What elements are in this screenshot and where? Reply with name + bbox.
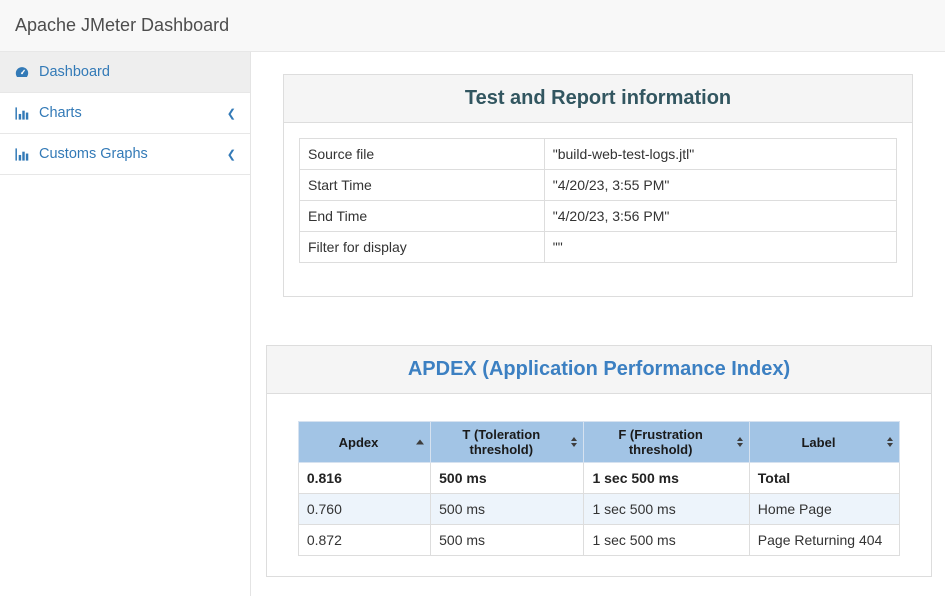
column-header-toleration[interactable]: T (Toleration threshold)	[430, 421, 585, 463]
panel-heading: APDEX (Application Performance Index)	[267, 346, 931, 394]
toleration-value: 500 ms	[430, 462, 585, 494]
apdex-value: 0.872	[297, 524, 432, 556]
sort-ascending-icon	[416, 439, 425, 445]
sort-icon	[887, 437, 894, 447]
frustration-value: 1 sec 500 ms	[583, 524, 750, 556]
info-label: Filter for display	[299, 231, 545, 263]
label-value: Total	[748, 462, 901, 494]
frustration-value: 1 sec 500 ms	[583, 493, 750, 525]
bar-chart-icon	[14, 105, 31, 121]
main-content: Test and Report information Source file …	[251, 52, 945, 596]
panel-body: Source file "build-web-test-logs.jtl" St…	[284, 123, 912, 296]
sidebar-item-label: Dashboard	[39, 64, 110, 80]
info-value: "4/20/23, 3:56 PM"	[543, 200, 898, 232]
sidebar-item-label: Charts	[39, 105, 82, 121]
panel-body: Apdex T (Toleration threshold) F (Frustr…	[267, 394, 931, 576]
column-header-label[interactable]: Label	[748, 421, 901, 463]
info-label: Start Time	[299, 169, 545, 201]
chevron-left-icon: ❮	[226, 148, 236, 161]
info-label: Source file	[299, 138, 545, 170]
sidebar-item-label: Customs Graphs	[39, 146, 148, 162]
chevron-left-icon: ❮	[226, 107, 236, 120]
bar-chart-icon	[14, 146, 31, 162]
sidebar: Dashboard Charts ❮	[0, 52, 251, 596]
sidebar-item-dashboard[interactable]: Dashboard	[0, 52, 250, 93]
panel-heading: Test and Report information	[284, 75, 912, 123]
apdex-panel: APDEX (Application Performance Index) Ap…	[266, 345, 932, 577]
apdex-panel-title: APDEX (Application Performance Index)	[407, 358, 791, 380]
test-report-info-panel: Test and Report information Source file …	[283, 74, 913, 297]
info-panel-title: Test and Report information	[464, 87, 732, 109]
app-title: Apache JMeter Dashboard	[15, 15, 230, 35]
table-row: 0.816 500 ms 1 sec 500 ms Total	[297, 462, 901, 494]
toleration-value: 500 ms	[430, 524, 585, 556]
sidebar-item-charts[interactable]: Charts ❮	[0, 93, 250, 134]
table-row: Filter for display ""	[299, 231, 898, 263]
table-row: 0.872 500 ms 1 sec 500 ms Page Returning…	[297, 524, 901, 556]
table-row: 0.760 500 ms 1 sec 500 ms Home Page	[297, 493, 901, 525]
sort-icon	[736, 437, 743, 447]
info-value: ""	[543, 231, 898, 263]
info-value: "build-web-test-logs.jtl"	[543, 138, 898, 170]
table-row: Start Time "4/20/23, 3:55 PM"	[299, 169, 898, 201]
gauge-icon	[14, 64, 31, 80]
table-row: End Time "4/20/23, 3:56 PM"	[299, 200, 898, 232]
info-label: End Time	[299, 200, 545, 232]
column-header-frustration[interactable]: F (Frustration threshold)	[583, 421, 750, 463]
info-value: "4/20/23, 3:55 PM"	[543, 169, 898, 201]
table-row: Source file "build-web-test-logs.jtl"	[299, 138, 898, 170]
apdex-value: 0.816	[297, 462, 432, 494]
toleration-value: 500 ms	[430, 493, 585, 525]
top-navbar: Apache JMeter Dashboard	[0, 0, 945, 52]
sidebar-item-customs-graphs[interactable]: Customs Graphs ❮	[0, 134, 250, 175]
apdex-value: 0.760	[297, 493, 432, 525]
test-info-table: Source file "build-web-test-logs.jtl" St…	[299, 138, 898, 263]
column-header-apdex[interactable]: Apdex	[297, 421, 432, 463]
label-value: Home Page	[748, 493, 901, 525]
label-value: Page Returning 404	[748, 524, 901, 556]
sort-icon	[571, 437, 578, 447]
table-header-row: Apdex T (Toleration threshold) F (Frustr…	[297, 421, 901, 463]
apdex-table: Apdex T (Toleration threshold) F (Frustr…	[297, 421, 901, 556]
frustration-value: 1 sec 500 ms	[583, 462, 750, 494]
